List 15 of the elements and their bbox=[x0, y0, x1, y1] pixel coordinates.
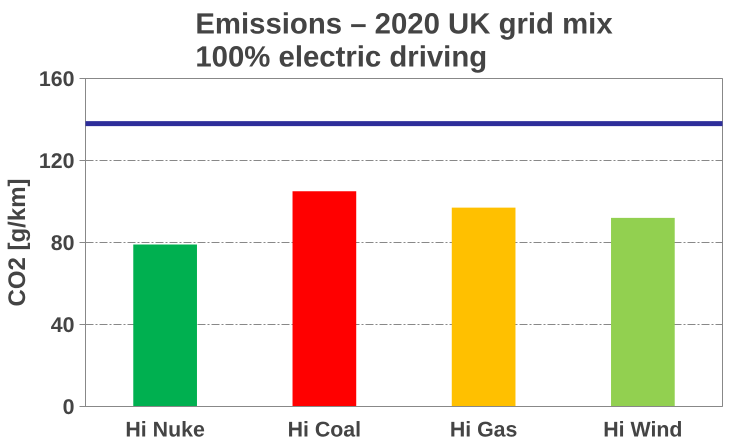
x-tick-label: Hi Wind bbox=[603, 418, 682, 442]
y-tick-label: 160 bbox=[38, 67, 75, 91]
y-axis-title: CO2 [g/km] bbox=[4, 178, 31, 307]
y-tick-label: 80 bbox=[50, 231, 75, 255]
y-tick-label: 120 bbox=[38, 149, 75, 173]
x-tick-label: Hi Coal bbox=[288, 418, 362, 442]
x-tick-label: Hi Nuke bbox=[125, 418, 205, 442]
y-tick-label: 0 bbox=[62, 395, 75, 419]
y-tick-label: 40 bbox=[50, 313, 75, 337]
bar bbox=[292, 191, 356, 406]
x-tick-label: Hi Gas bbox=[450, 418, 518, 442]
bar bbox=[611, 218, 675, 406]
chart-title: Emissions – 2020 UK grid mix 100% electric driving bbox=[195, 8, 614, 74]
bar bbox=[452, 208, 516, 406]
bar bbox=[133, 244, 197, 406]
